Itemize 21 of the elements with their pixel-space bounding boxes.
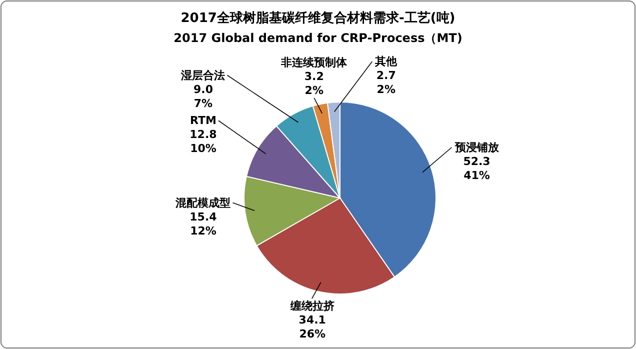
pie-slice [244, 176, 340, 246]
chart-title: 2017全球树脂基碳纤维复合材料需求-工艺(吨) [180, 10, 456, 26]
slice-label: 湿层合法 [180, 68, 226, 82]
pie-slice [256, 198, 396, 294]
data-label: 9.0 7% [193, 82, 214, 110]
data-label: 3.2 2% [304, 70, 324, 97]
chart-subtitle: 2017 Global demand for CRP-Process（MT) [174, 31, 462, 45]
pie-slice [246, 126, 340, 198]
data-label: 2.7 2% [376, 69, 396, 96]
data-label: 34.1 26% [298, 314, 326, 341]
slice-label: RTM [190, 114, 216, 128]
slice-label: 其他 [374, 55, 398, 68]
slice-label: 预浸铺放 [454, 140, 500, 154]
pie-slice [340, 102, 436, 278]
slice-label: 缠绕拉挤 [289, 300, 334, 313]
data-label: 15.4 12% [190, 210, 218, 238]
slice-label: 非连续预制体 [280, 56, 348, 69]
pie-slice [276, 105, 340, 198]
data-label: 12.8 10% [190, 128, 217, 156]
data-label: 52.3 41% [463, 154, 490, 182]
slice-label: 混配模成型 [174, 196, 231, 210]
